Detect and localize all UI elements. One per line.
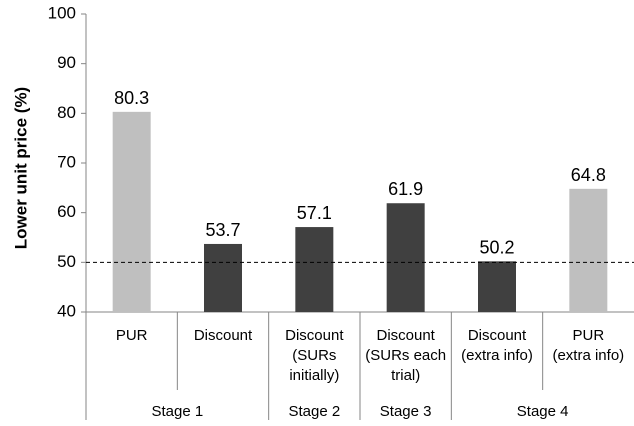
y-axis-ticks: 40 50 60 70 80 90 100 <box>48 3 86 320</box>
y-axis-label: Lower unit price (%) <box>11 87 30 249</box>
group-label: Stage 1 <box>151 403 203 420</box>
group-label: Stage 4 <box>517 403 569 420</box>
bar <box>569 188 608 312</box>
axes <box>85 14 634 420</box>
data-label: 57.1 <box>297 203 332 223</box>
group-label: Stage 3 <box>380 403 432 420</box>
bar <box>295 227 334 312</box>
category-label: Discount <box>285 327 344 344</box>
category-labels: PUR Discount Discount (SURs initially) Discou… <box>116 327 624 384</box>
y-tick-label: 60 <box>57 202 76 221</box>
data-labels: 80.3 53.7 57.1 61.9 50.2 64.8 <box>114 88 606 257</box>
category-label: PUR <box>572 327 604 344</box>
category-label: PUR <box>116 327 148 344</box>
data-label: 53.7 <box>205 220 240 240</box>
category-label: trial) <box>391 367 420 384</box>
bar <box>478 261 516 312</box>
y-tick-label: 80 <box>57 103 76 122</box>
bar <box>386 203 425 312</box>
group-labels: Stage 1 Stage 2 Stage 3 Stage 4 <box>151 403 568 420</box>
data-label: 64.8 <box>571 165 606 185</box>
y-tick-label: 100 <box>48 3 76 22</box>
category-label: (extra info) <box>552 347 624 364</box>
category-label: Discount <box>194 327 253 344</box>
data-label: 50.2 <box>479 237 514 257</box>
category-label: (SURs <box>292 347 336 364</box>
data-label: 80.3 <box>114 88 149 108</box>
category-label: initially) <box>289 367 339 384</box>
bar <box>204 243 242 312</box>
y-tick-label: 70 <box>57 152 76 171</box>
bars <box>112 111 608 313</box>
bar <box>112 111 151 313</box>
category-label: (extra info) <box>461 347 533 364</box>
y-tick-label: 90 <box>57 53 76 72</box>
category-label: Discount <box>376 327 435 344</box>
category-label: Discount <box>468 327 527 344</box>
category-label: (SURs each <box>365 347 446 364</box>
group-label: Stage 2 <box>288 403 340 420</box>
data-label: 61.9 <box>388 179 423 199</box>
y-tick-label: 40 <box>57 301 76 320</box>
y-tick-label: 50 <box>57 252 76 271</box>
